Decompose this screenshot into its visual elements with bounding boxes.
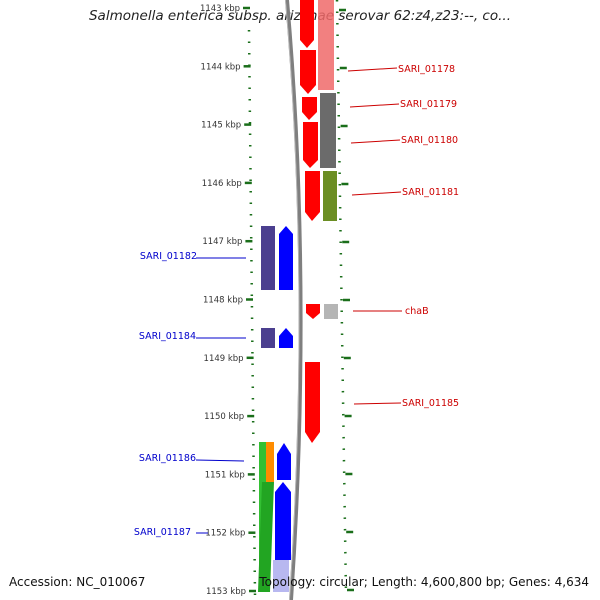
gene-label-sari-01179: SARI_01179 [400,99,457,110]
gene-labels: SARI_01182 SARI_01184 SARI_01186 SARI_01… [134,64,459,538]
gene-arrow-forward [275,482,291,560]
kbp-scale: 1143 kbp 1144 kbp 1145 kbp 1146 kbp 1147 kbp… [200,4,256,597]
gene-arrow-reverse [305,362,320,443]
kbp-label: 1145 kbp [201,121,241,131]
leader-line [195,459,245,462]
gene-arrow-forward [279,226,293,290]
gene-label-sari-01181: SARI_01181 [402,187,459,198]
gene-arrow-reverse [303,122,318,168]
gene-bar-green-slant [258,482,274,592]
gene-arrow-forward [279,328,293,348]
kbp-label: 1153 kbp [206,587,246,597]
gene-arrow-reverse [305,171,320,221]
gene-bar-orange [266,442,274,482]
gene-label-sari-01187: SARI_01187 [134,527,191,538]
left-dotted-ring [247,29,257,596]
gene-label-sari-01185: SARI_01185 [402,398,459,409]
gene-bar-forward [261,328,275,348]
leader-line [349,103,400,108]
topology-label: Topology: circular; Length: 4,600,800 bp… [259,575,589,589]
kbp-label: 1152 kbp [205,529,245,539]
kbp-label: 1148 kbp [203,296,243,306]
gene-label-sari-01182: SARI_01182 [140,251,197,262]
gene-arrow-reverse [306,304,320,319]
kbp-label: 1149 kbp [204,354,244,364]
gene-bar-grey-light [324,304,338,319]
genome-backbone [285,0,303,600]
gene-arrow-reverse [300,50,316,94]
gene-arrow-reverse [302,97,317,120]
gene-label-sari-01184: SARI_01184 [139,331,196,342]
leader-line [351,191,402,196]
kbp-label: 1143 kbp [200,4,240,14]
kbp-label: 1144 kbp [201,62,241,72]
gene-arrow-forward [277,443,291,480]
kbp-label: 1150 kbp [204,412,244,422]
label-leaders [195,67,402,534]
genome-backbone-edge [285,0,300,600]
kbp-label: 1151 kbp [205,470,245,480]
kbp-label: 1146 kbp [202,179,242,189]
leader-line [350,139,401,144]
gene-arrow-reverse [300,0,314,48]
gene-label-sari-01180: SARI_01180 [401,135,458,146]
gene-label-sari-01178: SARI_01178 [398,64,455,75]
gene-bar-grey [320,93,336,168]
gene-label-sari-01186: SARI_01186 [139,453,196,464]
right-dotted-ring [335,0,348,596]
forward-strand-genes [258,226,293,592]
accession-label: Accession: NC_010067 [9,575,146,589]
gene-bar-reverse [318,0,334,90]
gene-bar-lavender [273,560,289,592]
right-ring-ticks [339,8,354,592]
gene-bar-forward [261,226,275,290]
reverse-strand-genes [300,0,338,443]
kbp-label: 1147 kbp [202,237,242,247]
leader-line [353,402,402,405]
gene-bar-olive [323,171,337,221]
map-title: Salmonella enterica subsp. arizonae sero… [88,8,511,24]
leader-line [347,67,398,72]
gene-label-chab: chaB [405,306,429,317]
